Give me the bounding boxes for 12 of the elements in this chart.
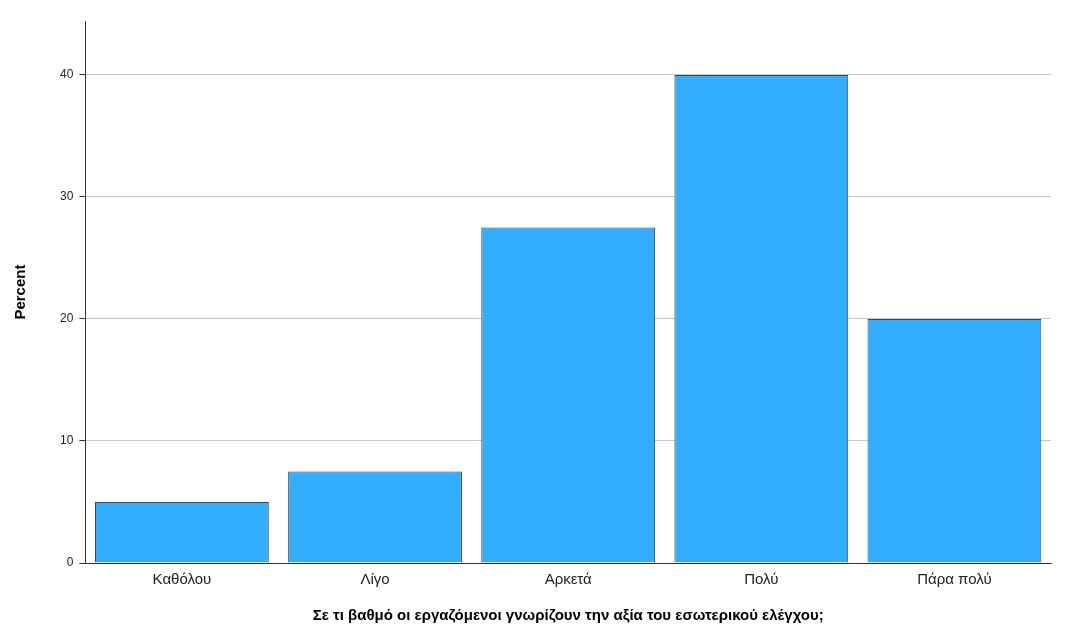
- y-tick-label: 0: [66, 555, 74, 570]
- y-tick-label: 20: [59, 311, 74, 326]
- x-tick-label: Λίγο: [360, 570, 390, 588]
- y-tick-label: 30: [59, 189, 74, 204]
- x-tick-label: Καθόλου: [152, 570, 212, 588]
- x-tick-label: Πολύ: [744, 570, 779, 588]
- y-tick-label: 40: [59, 67, 74, 82]
- y-axis-title: Percent: [11, 264, 29, 320]
- x-axis-title: Σε τι βαθμό οι εργαζόμενοι γνωρίζουν την αξία του εσωτερικού ελέγχου;: [312, 606, 824, 624]
- x-tick-label: Πάρα πολύ: [917, 570, 992, 588]
- y-tick-label: 10: [59, 433, 74, 448]
- x-tick-label: Αρκετά: [544, 570, 593, 588]
